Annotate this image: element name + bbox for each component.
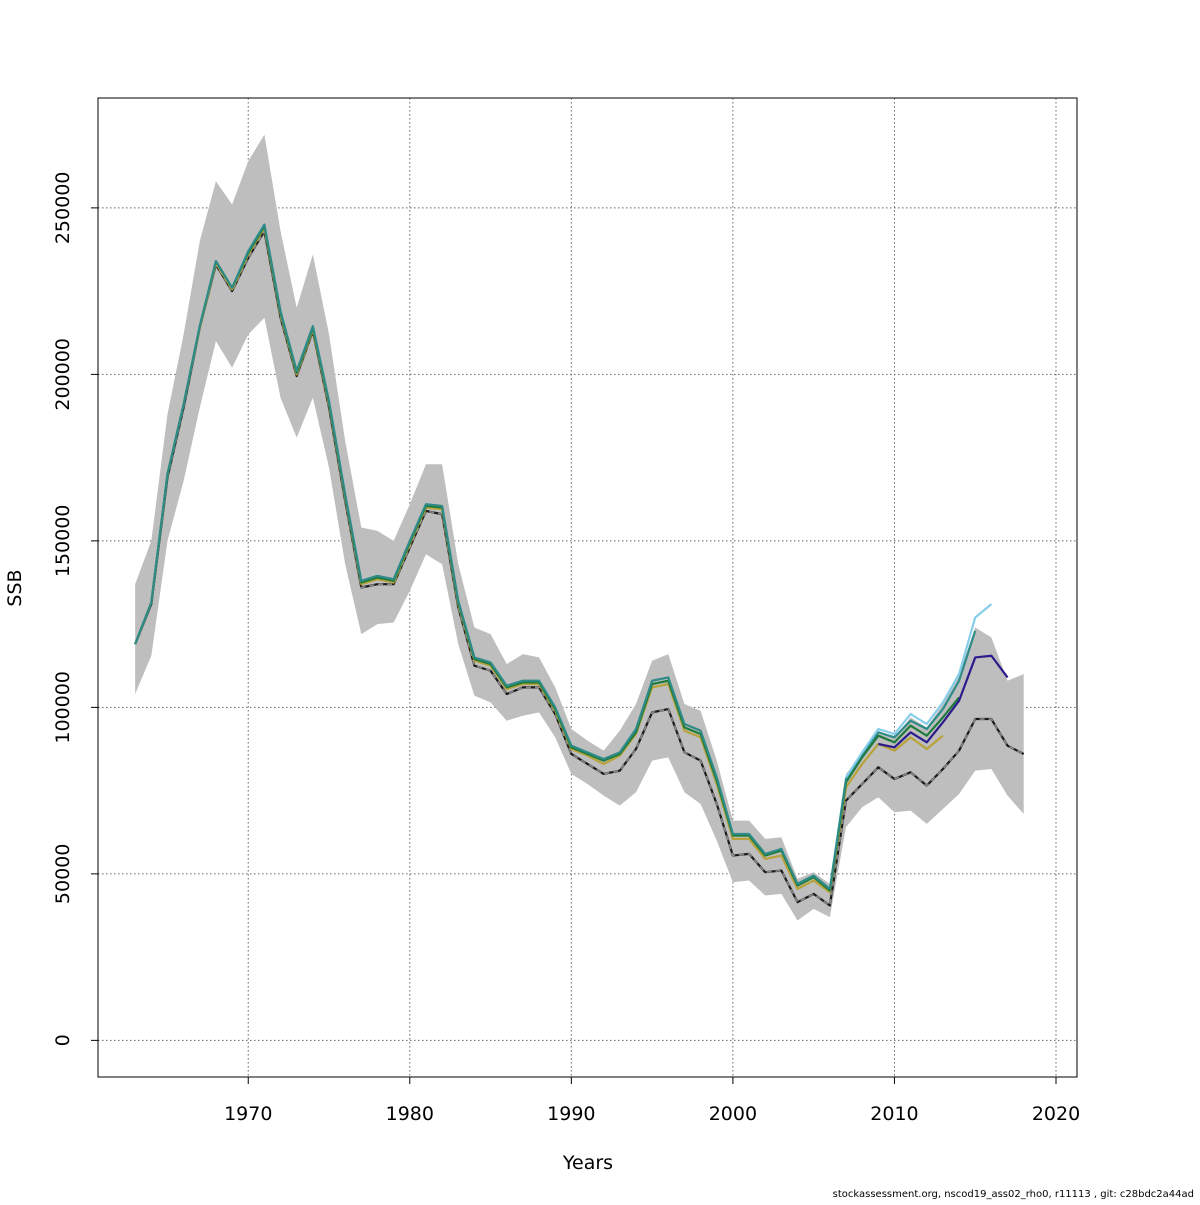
footer-caption: stockassessment.org, nscod19_ass02_rho0,… (833, 1189, 1194, 1200)
y-tick-label-250000: 250000 (52, 172, 74, 245)
x-tick-label-1970: 1970 (224, 1103, 272, 1125)
series-line-peel-1 (878, 654, 1009, 749)
x-tick-label-2000: 2000 (709, 1103, 757, 1125)
y-tick-label-50000: 50000 (52, 844, 74, 904)
x-tick-label-1990: 1990 (547, 1103, 595, 1125)
series-line-peel-3 (134, 223, 977, 890)
y-tick-label-100000: 100000 (52, 671, 74, 744)
plot-frame (97, 97, 1078, 1078)
x-tick-label-1980: 1980 (386, 1103, 434, 1125)
series-lines-layer (134, 223, 1025, 907)
x-axis-title: Years (562, 1152, 613, 1174)
y-tick-label-0: 0 (52, 1034, 74, 1046)
y-tick-label-150000: 150000 (52, 505, 74, 578)
series-line-peel-4 (134, 225, 960, 892)
series-line-peel-2 (845, 603, 993, 778)
x-axis: 1970 1980 1990 2000 2010 2020 (224, 1077, 1080, 1125)
y-axis: 0 50000 100000 150000 200000 250000 (52, 172, 98, 1046)
x-tick-label-2010: 2010 (870, 1103, 918, 1125)
x-tick-label-2020: 2020 (1032, 1103, 1080, 1125)
confidence-band (135, 134, 1024, 921)
series-line-peel-5 (134, 226, 944, 894)
confidence-band-layer (135, 134, 1024, 921)
y-tick-label-200000: 200000 (52, 338, 74, 411)
y-axis-title: SSB (4, 569, 26, 606)
